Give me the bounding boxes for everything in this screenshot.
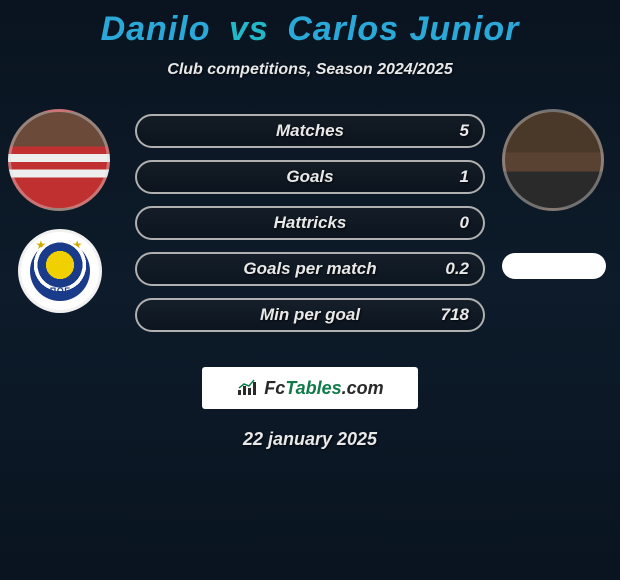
stat-row-goals: Goals 1: [135, 160, 485, 194]
title-vs: vs: [229, 10, 269, 48]
title-player1: Danilo: [101, 10, 211, 48]
stat-value: 718: [441, 305, 469, 325]
brand-dotcom: .com: [342, 378, 384, 398]
player1-club-badge: ★ ★ ★ ΑΠΟΕΛ: [18, 229, 102, 313]
player2-avatar: [502, 109, 604, 211]
date-line: 22 january 2025: [0, 429, 620, 450]
stat-value: 1: [460, 167, 469, 187]
stat-label: Goals per match: [243, 259, 376, 279]
brand-tables: Tables: [285, 378, 341, 398]
stat-label: Min per goal: [260, 305, 360, 325]
stat-row-min-per-goal: Min per goal 718: [135, 298, 485, 332]
brand-chart-icon: [236, 379, 258, 397]
stat-row-hattricks: Hattricks 0: [135, 206, 485, 240]
player1-avatar: [8, 109, 110, 211]
stat-row-matches: Matches 5: [135, 114, 485, 148]
stat-value: 5: [460, 121, 469, 141]
stat-label: Goals: [286, 167, 333, 187]
stat-row-goals-per-match: Goals per match 0.2: [135, 252, 485, 286]
club-label: ΑΠΟΕΛ: [21, 286, 99, 296]
left-column: ★ ★ ★ ΑΠΟΕΛ: [8, 109, 118, 313]
stat-label: Matches: [276, 121, 344, 141]
right-column: [502, 109, 612, 279]
brand-fc: Fc: [264, 378, 285, 398]
stat-value: 0: [460, 213, 469, 233]
brand-text: FcTables.com: [264, 378, 383, 399]
stat-label: Hattricks: [274, 213, 347, 233]
stat-value: 0.2: [445, 259, 469, 279]
brand-logo-box: FcTables.com: [202, 367, 418, 409]
player2-club-placeholder: [502, 253, 606, 279]
page-title: Danilo vs Carlos Junior: [0, 0, 620, 49]
subtitle: Club competitions, Season 2024/2025: [0, 61, 620, 79]
comparison-area: ★ ★ ★ ΑΠΟΕΛ Matches 5 Goals 1 Hattricks …: [0, 109, 620, 349]
stats-list: Matches 5 Goals 1 Hattricks 0 Goals per …: [135, 109, 485, 332]
title-player2: Carlos Junior: [287, 10, 519, 48]
